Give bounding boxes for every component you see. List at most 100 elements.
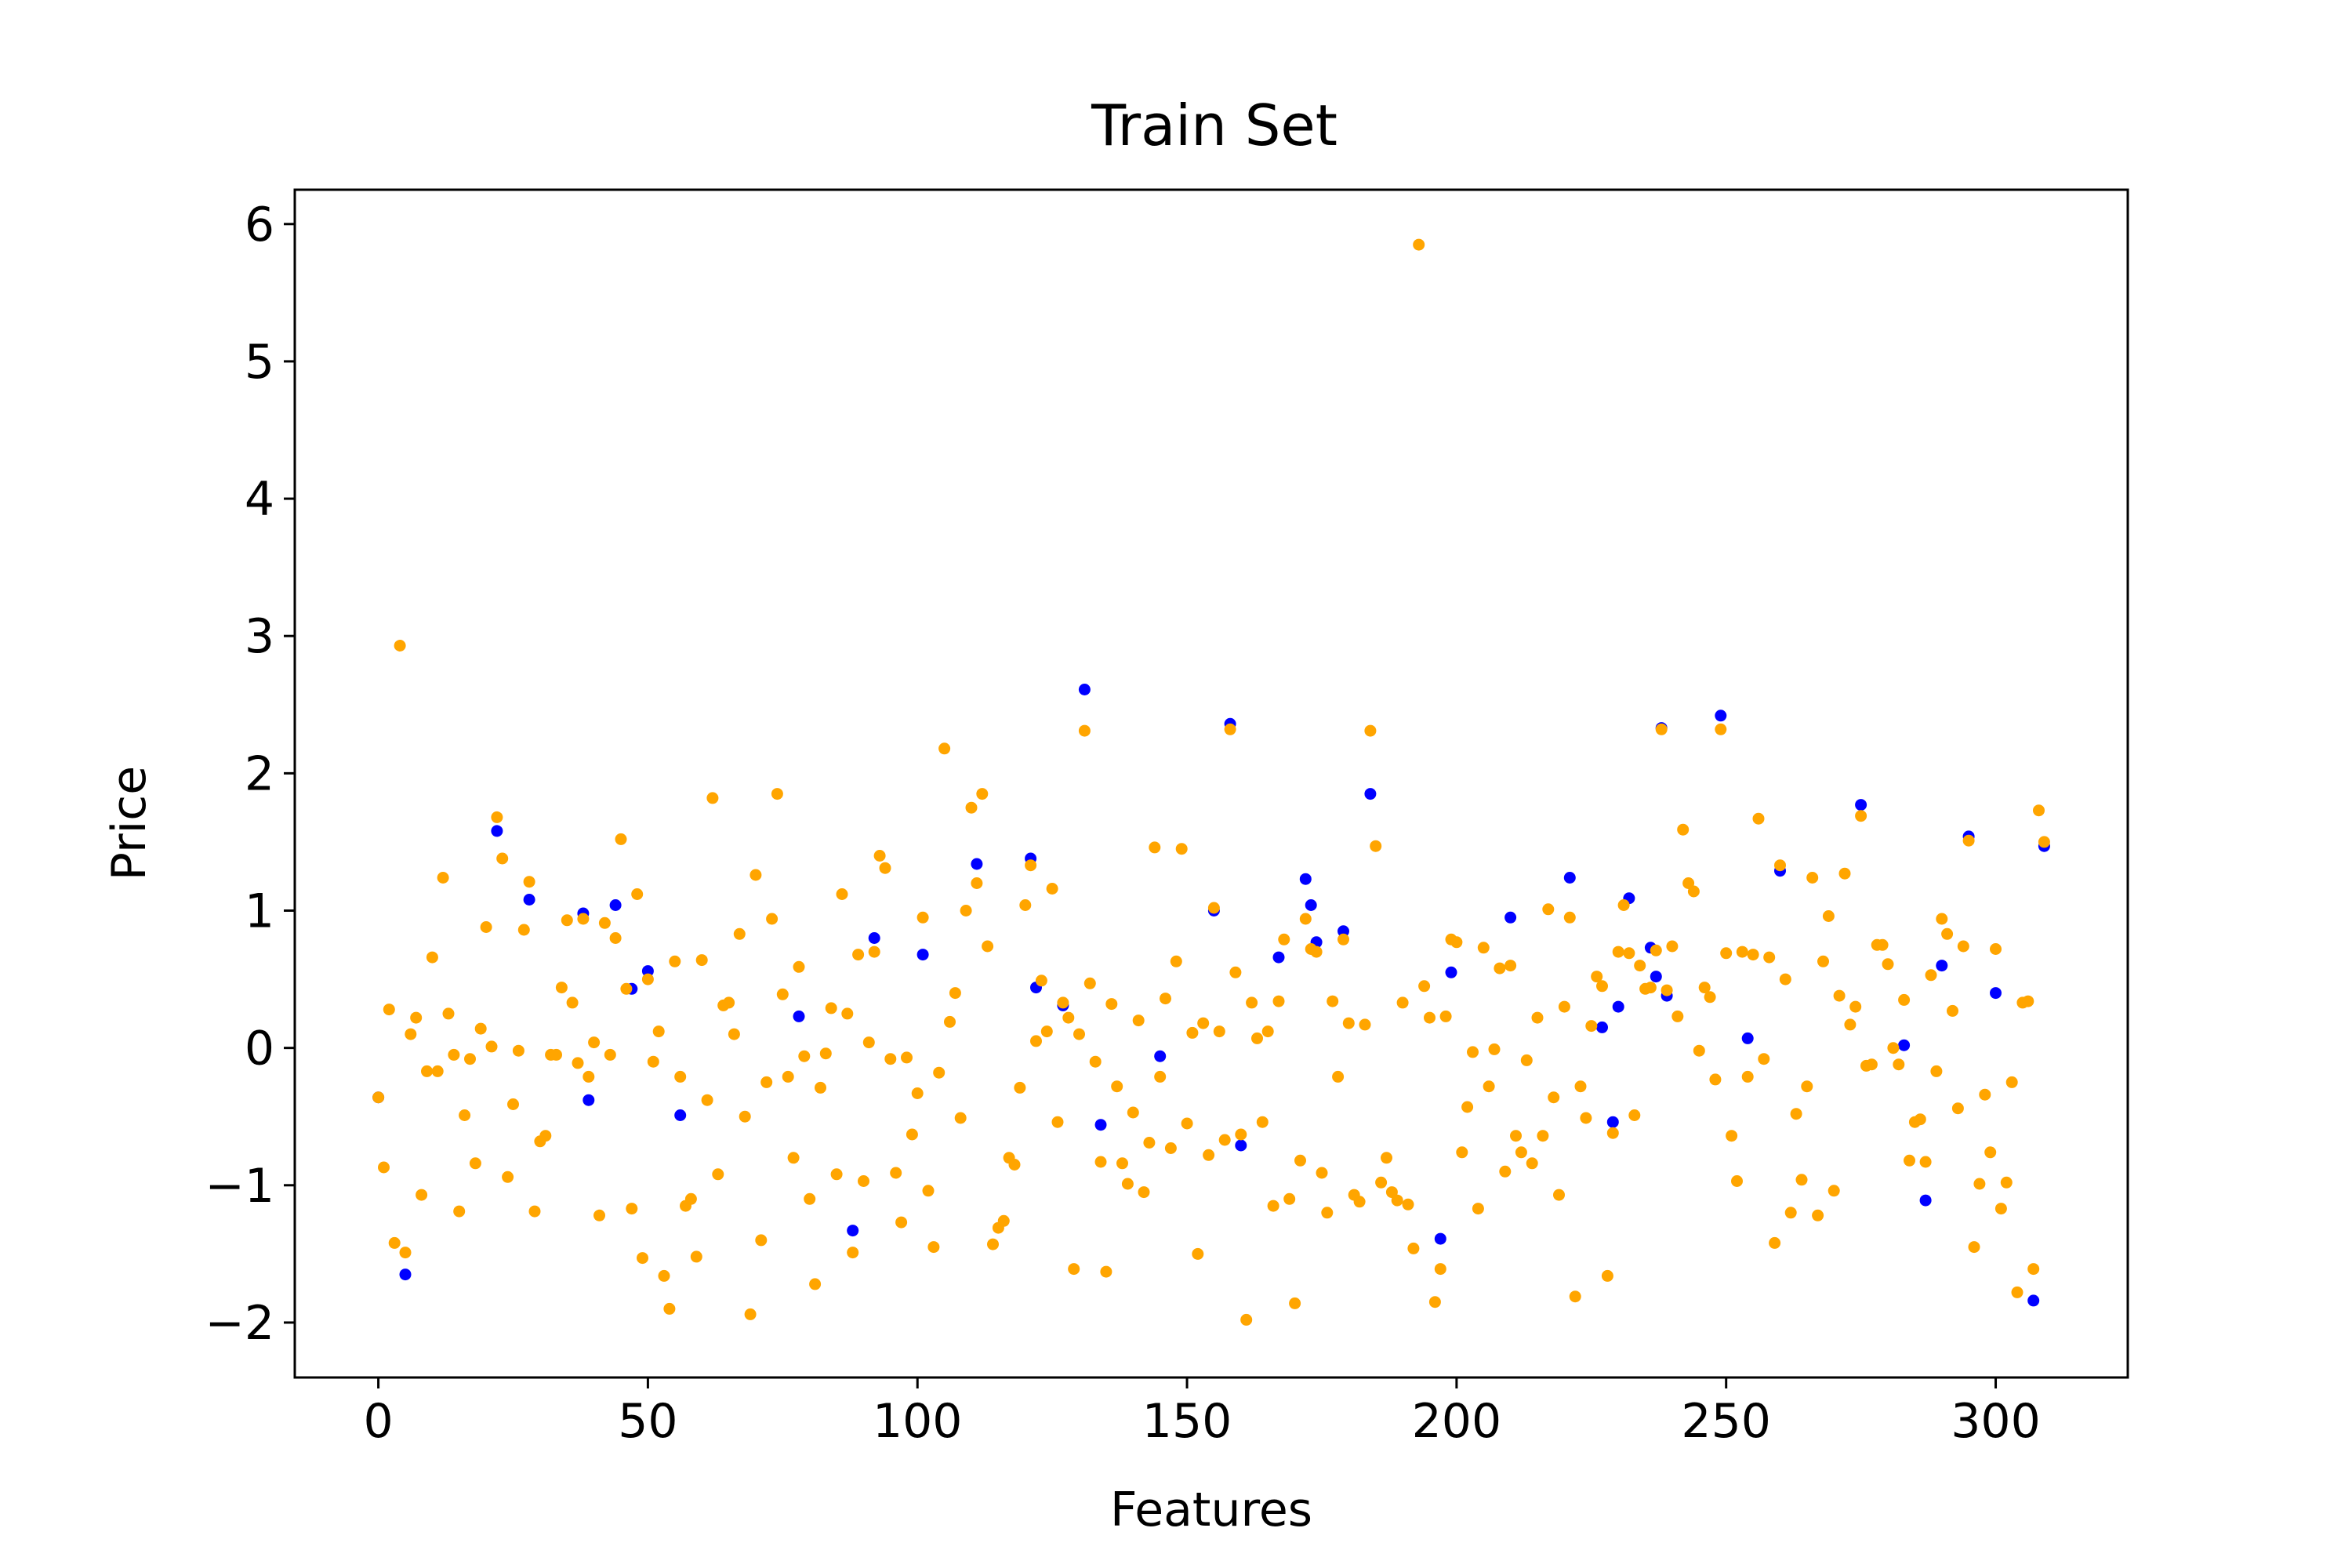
data-point	[1994, 1203, 2007, 1215]
data-point	[383, 1004, 395, 1016]
data-point	[830, 1168, 843, 1181]
data-point	[1741, 1032, 1754, 1044]
data-point	[593, 1209, 605, 1221]
data-point	[1741, 1070, 1754, 1083]
data-point	[1105, 998, 1118, 1011]
data-point	[1138, 1186, 1150, 1199]
data-point	[1731, 1175, 1743, 1187]
data-point	[1256, 1116, 1269, 1128]
data-point	[1763, 951, 1776, 964]
data-point	[1574, 1080, 1587, 1093]
data-point	[550, 1048, 562, 1061]
data-point	[1445, 966, 1457, 978]
y-tick-label: −2	[205, 1296, 274, 1351]
data-point	[960, 905, 972, 916]
data-point	[1548, 1091, 1560, 1104]
data-point	[1726, 1130, 1738, 1142]
data-point	[1207, 902, 1220, 914]
data-point	[1364, 788, 1377, 800]
data-point	[841, 1007, 854, 1020]
data-point	[1844, 1018, 1857, 1031]
data-point	[1968, 1241, 1980, 1254]
data-point	[1628, 1109, 1641, 1121]
data-point	[1267, 1200, 1279, 1212]
data-point	[954, 1112, 967, 1124]
data-point	[410, 1011, 423, 1024]
data-point	[723, 996, 735, 1009]
data-point	[1784, 1207, 1797, 1219]
data-point	[1251, 1032, 1263, 1044]
data-point	[1299, 873, 1312, 885]
data-point	[609, 932, 622, 944]
data-point	[1235, 1128, 1247, 1141]
data-point	[1143, 1137, 1156, 1149]
data-point	[1488, 1043, 1501, 1055]
data-point	[868, 932, 880, 944]
data-point	[431, 1065, 444, 1077]
data-point	[572, 1057, 584, 1069]
data-point	[416, 1189, 428, 1201]
data-point	[1305, 899, 1317, 911]
data-point	[491, 825, 503, 837]
data-point	[1439, 1010, 1452, 1022]
data-point	[755, 1234, 768, 1247]
data-point	[480, 921, 492, 933]
data-point	[1752, 812, 1765, 825]
data-point	[809, 1278, 822, 1290]
x-tick-label: 0	[363, 1394, 393, 1449]
data-point	[1483, 1080, 1495, 1093]
data-point	[847, 1247, 859, 1259]
y-tick-label: 5	[245, 335, 274, 390]
plot-frame	[293, 188, 2129, 1379]
data-point	[1887, 1042, 1900, 1054]
data-point	[1769, 1236, 1781, 1249]
data-point	[1068, 1263, 1080, 1276]
data-point	[1876, 938, 1889, 951]
data-point	[1094, 1119, 1107, 1131]
data-point	[1612, 1000, 1624, 1013]
data-point	[766, 913, 779, 925]
data-point	[949, 987, 961, 1000]
data-point	[1914, 1113, 1926, 1126]
data-point	[459, 1109, 471, 1121]
data-point	[1704, 991, 1716, 1004]
data-point	[507, 1098, 519, 1110]
data-point	[1467, 1046, 1479, 1058]
data-point	[1606, 1116, 1619, 1128]
data-point	[997, 1214, 1010, 1227]
data-point	[1623, 947, 1635, 960]
data-point	[1947, 1004, 1958, 1017]
data-point	[561, 914, 573, 927]
data-point	[1612, 946, 1624, 958]
data-point	[1601, 1269, 1613, 1282]
data-point	[976, 788, 989, 800]
x-tick-label: 100	[873, 1394, 963, 1449]
x-tick-label: 150	[1142, 1394, 1232, 1449]
data-point	[771, 788, 783, 800]
x-tick-label: 300	[1951, 1394, 2041, 1449]
data-point	[1542, 903, 1555, 916]
y-tick-label: 1	[245, 884, 274, 939]
data-point	[1164, 1142, 1177, 1154]
data-point	[1014, 1081, 1026, 1094]
data-point	[1272, 995, 1285, 1007]
data-point	[1192, 1247, 1204, 1260]
x-tick-label: 200	[1412, 1394, 1502, 1449]
data-point	[1882, 958, 1894, 971]
data-point	[399, 1247, 412, 1259]
data-point	[1332, 1070, 1345, 1083]
data-point	[502, 1171, 514, 1183]
data-point	[1261, 1025, 1274, 1038]
data-point	[1504, 911, 1517, 924]
data-point	[1316, 1167, 1328, 1179]
data-point	[1617, 899, 1630, 911]
data-point	[1283, 1192, 1296, 1205]
data-point	[512, 1044, 524, 1057]
data-point	[637, 1252, 648, 1265]
data-point	[394, 640, 406, 652]
data-point	[1381, 1152, 1392, 1164]
data-point	[453, 1205, 466, 1218]
data-point	[879, 862, 891, 874]
data-point	[1127, 1106, 1139, 1119]
